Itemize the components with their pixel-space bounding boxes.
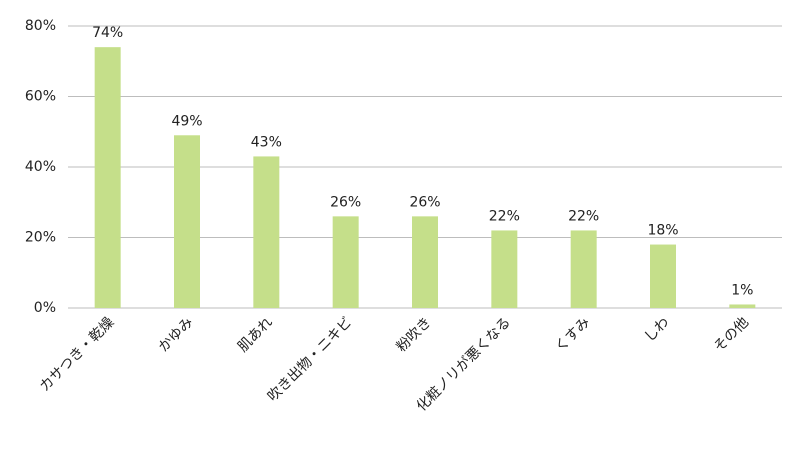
- value-label: 18%: [647, 223, 678, 239]
- bar: [94, 47, 121, 309]
- y-tick-label: 40%: [25, 159, 56, 175]
- x-tick-label: カサつき・乾燥: [37, 314, 118, 395]
- bar: [491, 230, 518, 308]
- bar: [332, 216, 359, 308]
- bar: [253, 156, 280, 308]
- y-tick-label: 0%: [34, 300, 56, 316]
- x-tick-label: 肌あれ: [235, 314, 276, 355]
- bar: [570, 230, 597, 308]
- value-label: 22%: [568, 208, 599, 224]
- y-tick-label: 60%: [25, 89, 56, 105]
- value-label: 26%: [409, 194, 440, 210]
- x-tick-label: しわ: [642, 314, 673, 345]
- x-tick-label: かゆみ: [156, 314, 197, 355]
- bar: [174, 135, 200, 308]
- value-label: 49%: [171, 113, 202, 129]
- x-tick-label: その他: [711, 314, 752, 355]
- bar: [650, 244, 676, 308]
- value-label: 43%: [251, 134, 282, 150]
- value-label: 74%: [92, 25, 123, 41]
- y-tick-label: 20%: [25, 230, 56, 246]
- y-tick-label: 80%: [25, 18, 56, 34]
- x-tick-label: 粉吹き: [394, 314, 435, 355]
- bar: [412, 216, 438, 308]
- value-label: 1%: [731, 282, 753, 298]
- bar: [729, 304, 756, 308]
- value-label: 22%: [489, 208, 520, 224]
- x-tick-label: くすみ: [552, 314, 593, 355]
- value-label: 26%: [330, 194, 361, 210]
- x-tick-label: 吹き出物・ニキビ: [265, 314, 356, 405]
